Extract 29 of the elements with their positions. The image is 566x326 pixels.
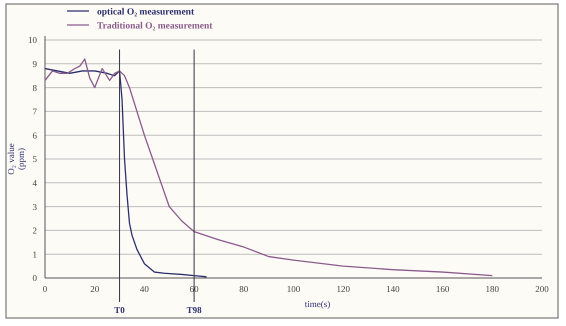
- y-tick-label: 7: [32, 106, 38, 117]
- y-tick-label: 6: [32, 130, 38, 140]
- y-tick-label: 10: [28, 35, 38, 46]
- y-tick-label: 3: [32, 202, 38, 212]
- x-tick-label: 160: [436, 284, 450, 294]
- legend-label: optical O₂ measurement: [97, 7, 195, 18]
- line-series: [44, 58, 493, 276]
- line-series: [44, 68, 208, 278]
- x-tick-label: 0: [42, 284, 48, 294]
- x-tick-label: 180: [486, 284, 500, 294]
- y-axis-title: O₂ value (ppm): [6, 143, 26, 175]
- y-tick-label: 9: [32, 58, 38, 69]
- x-tick-label: 100: [286, 284, 301, 294]
- x-tick-label: 120: [336, 284, 350, 294]
- y-tick-label: 5: [32, 154, 38, 164]
- y-tick-label: 2: [32, 226, 37, 236]
- x-tick-label: 20: [90, 284, 100, 294]
- x-tick-label: 140: [386, 284, 400, 294]
- y-tick-label: 0: [32, 273, 38, 284]
- legend-label: Traditional O₂ measurement: [97, 21, 214, 32]
- x-tick-label: 80: [239, 284, 249, 294]
- y-tick-label: 8: [32, 82, 38, 93]
- ref-line-label: T0: [114, 305, 126, 315]
- ref-line-label: T98: [186, 305, 202, 315]
- y-tick-label: 4: [32, 178, 38, 188]
- y-tick-label: 1: [32, 249, 37, 260]
- x-tick-label: 40: [140, 284, 150, 294]
- x-axis-title: time(s): [304, 299, 330, 309]
- x-tick-label: 200: [535, 284, 550, 294]
